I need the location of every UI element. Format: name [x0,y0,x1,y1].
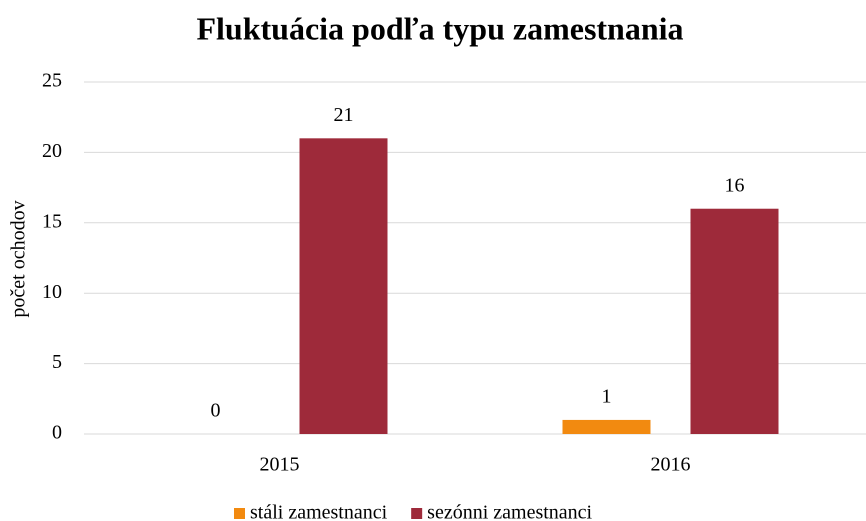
bar [299,138,388,434]
x-tick-label: 2015 [260,454,300,476]
legend-swatch [411,508,423,519]
x-tick-label: 2016 [651,454,691,476]
y-tick-label: 20 [42,140,62,162]
bar [562,419,651,434]
y-tick-label: 15 [42,210,62,232]
data-label: 0 [211,400,221,422]
bar [690,208,779,434]
legend-label: sezónni zamestnanci [427,502,592,521]
y-tick-label: 25 [42,70,62,92]
chart-title: Fluktuácia podľa typu zamestnania [196,10,683,46]
y-tick-label: 10 [42,281,62,303]
legend-swatch [234,508,245,519]
y-axis-label: počet ochodov [8,200,30,317]
data-label: 1 [602,386,612,408]
y-tick-label: 0 [52,422,62,444]
data-label: 21 [334,104,354,126]
y-tick-label: 5 [52,351,62,373]
data-label: 16 [725,174,745,196]
legend-label: stáli zamestnanci [250,502,388,521]
